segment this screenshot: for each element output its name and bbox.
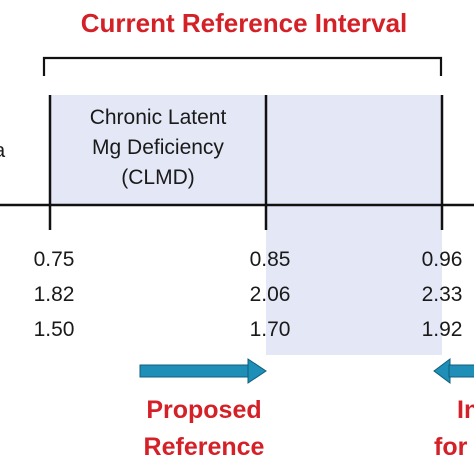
clmd-label-line3: (CLMD): [121, 166, 195, 189]
value-col3-row3: 1.92: [422, 318, 463, 341]
reference-interval-bracket: [42, 56, 443, 76]
value-col3-row1: 0.96: [422, 248, 463, 271]
value-col1-row3: 1.50: [34, 318, 75, 341]
value-col1-row2: 1.82: [34, 283, 75, 306]
clmd-shaded-region: [50, 95, 266, 205]
proposed-label-line2: Reference: [144, 433, 265, 461]
proposed-label-line1: Proposed: [146, 396, 261, 424]
clmd-label-line2: Mg Deficiency: [92, 136, 224, 159]
value-col3-row2: 2.33: [422, 283, 463, 306]
clmd-label-line1: Chronic Latent: [90, 106, 227, 129]
proposed-shaded-region: [266, 95, 442, 355]
value-col2-row2: 2.06: [250, 283, 291, 306]
diagram-title: Current Reference Interval: [81, 8, 408, 38]
value-col2-row1: 0.85: [250, 248, 291, 271]
value-col1-row1: 0.75: [34, 248, 75, 271]
right-arrow-icon: [139, 358, 267, 384]
value-col2-row3: 1.70: [250, 318, 291, 341]
right-label-line2: for: [434, 433, 468, 461]
left-arrow-icon: [433, 358, 474, 384]
right-label-line1: In: [457, 396, 474, 424]
edge-letter: a: [0, 140, 6, 162]
